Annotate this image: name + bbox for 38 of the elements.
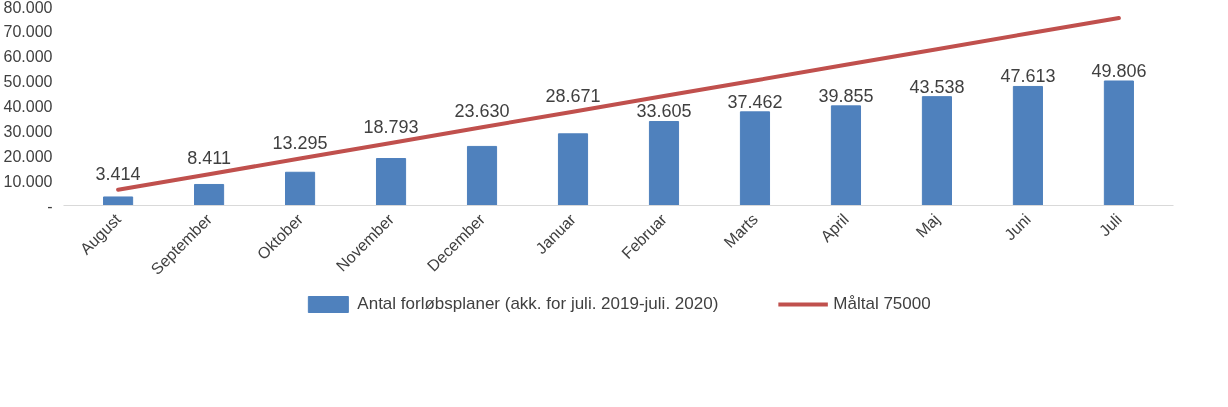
data-label: 33.605 [636,101,692,122]
y-tick-label: 70.000 [3,22,53,40]
data-label: 37.462 [727,91,783,112]
bar [921,96,952,206]
y-tick-label: 50.000 [3,72,53,90]
bar [103,196,134,206]
bar [1103,80,1134,206]
bar [739,111,771,206]
y-tick-label: 20.000 [3,147,53,165]
y-tick-label: 80.000 [3,0,53,16]
data-label: 43.538 [909,76,965,97]
y-tick-label: 60.000 [3,47,53,65]
x-tick-label: Maj [912,210,943,241]
bar [285,171,316,206]
data-label: 39.855 [818,85,874,106]
legend-label: Antal forløbsplaner (akk. for juli. 2019-juli. 2020) [357,294,719,314]
x-tick-label: Juni [1001,210,1034,244]
x-tick-label: Juli [1095,210,1125,240]
y-tick-label: 30.000 [3,122,53,140]
bar [1012,85,1043,206]
y-tick-label: 40.000 [3,97,53,115]
data-label: 49.806 [1091,60,1147,81]
y-tick-label: - [47,197,53,215]
data-label: 47.613 [1000,66,1056,87]
data-label: 13.295 [272,132,328,153]
bar [466,145,498,206]
bar [375,158,407,206]
bar [194,183,225,206]
data-label: 3.414 [95,163,141,184]
data-label: 8.411 [187,148,231,169]
data-label: 18.793 [363,117,419,137]
data-label: 28.671 [545,85,601,106]
legend-label: Måltal 75000 [833,294,931,314]
y-tick-label: 10.000 [3,172,53,190]
bar [830,105,862,206]
data-label: 23.630 [454,101,510,122]
bar [648,120,680,206]
bar [557,133,589,206]
